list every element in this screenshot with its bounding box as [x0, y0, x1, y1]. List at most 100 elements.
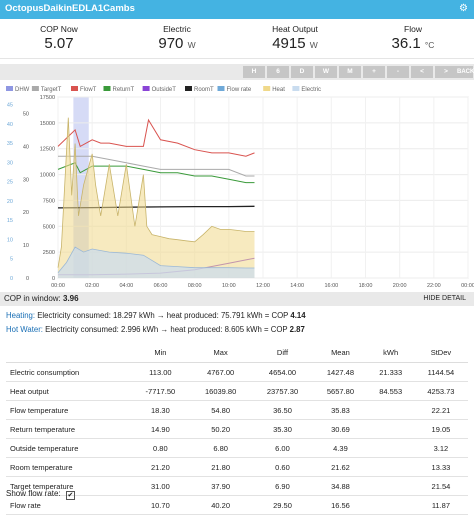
- y-tick-flow: 30: [7, 160, 13, 166]
- table-cell: 19.05: [413, 419, 468, 439]
- table-cell: 23757.30: [251, 381, 314, 401]
- table-row: Electric consumption 113.00 4767.00 4654.00…: [6, 362, 468, 382]
- table-row: Outside temperature 0.80 6.80 6.00 4.39 3.12: [6, 438, 468, 458]
- hide-detail-button[interactable]: HIDE DETAIL: [423, 295, 466, 302]
- series-heat-area[interactable]: [58, 117, 255, 278]
- table-cell: 21.80: [189, 457, 252, 477]
- table-cell: 22.21: [413, 400, 468, 420]
- legend-entry[interactable]: Heat: [272, 87, 285, 93]
- table-header: Diff: [251, 343, 314, 363]
- table-row-label: Outside temperature: [6, 438, 131, 458]
- nav-week-button[interactable]: W: [315, 66, 337, 78]
- table-cell: 16.56: [313, 495, 368, 515]
- x-tick: 14:00: [290, 283, 304, 289]
- y-tick-flow: 5: [10, 257, 13, 263]
- stat-value: 5.07: [44, 35, 74, 52]
- table-cell: 4767.00: [189, 362, 252, 382]
- stat-unit: °C: [424, 40, 435, 50]
- x-tick: 18:00: [359, 283, 373, 289]
- table-cell: 4.39: [313, 438, 368, 458]
- series-electric-line[interactable]: [57, 246, 255, 274]
- flow-rate-checkbox[interactable]: ✔: [65, 491, 75, 500]
- x-tick: 22:00: [427, 283, 441, 289]
- hotwater-title: Hot Water:: [6, 325, 43, 334]
- x-tick: 08:00: [188, 283, 202, 289]
- nav-day-button[interactable]: D: [291, 66, 313, 78]
- table-cell: [367, 457, 414, 477]
- table-row: Flow temperature 18.30 54.80 36.50 35.83 22.2…: [6, 400, 468, 420]
- nav-month-button[interactable]: M: [339, 66, 361, 78]
- y-tick-temp: 20: [23, 210, 29, 216]
- legend-swatch[interactable]: [263, 86, 271, 91]
- stat-value: 4915: [272, 35, 306, 52]
- pan-left-button[interactable]: <: [411, 66, 433, 78]
- stat-heat-output: Heat Output 4915 W: [236, 24, 354, 52]
- series-electric-area[interactable]: [58, 247, 255, 278]
- zoom-in-button[interactable]: +: [363, 66, 385, 78]
- table-header: [6, 343, 131, 363]
- legend-swatch[interactable]: [292, 86, 300, 91]
- legend-swatch[interactable]: [217, 86, 225, 91]
- y-tick-power: 17500: [40, 95, 55, 101]
- table-row: Room temperature 21.20 21.80 0.60 21.62 13.33: [6, 457, 468, 477]
- series-heat-line[interactable]: [57, 117, 255, 268]
- table-cell: 29.50: [251, 495, 314, 515]
- table-cell: 21.333: [367, 362, 414, 382]
- pan-right-button[interactable]: >: [435, 66, 457, 78]
- legend-entry[interactable]: ReturnT: [113, 87, 135, 93]
- app-title: OctopusDaikinEDLA1Cambs: [5, 3, 135, 14]
- legend-entry[interactable]: DHW: [15, 87, 30, 93]
- legend-entry[interactable]: Electric: [301, 87, 321, 93]
- table-cell: [367, 495, 414, 515]
- stat-label: Flow: [404, 24, 422, 34]
- legend-entry[interactable]: TargetT: [41, 87, 62, 93]
- legend-swatch[interactable]: [71, 86, 78, 91]
- x-tick: 04:00: [119, 283, 133, 289]
- table-cell: 3.12: [413, 438, 468, 458]
- table-row-label: Return temperature: [6, 419, 131, 439]
- table-cell: 5657.80: [313, 381, 368, 401]
- cop-window-label: COP in window:: [4, 294, 61, 303]
- table-cell: 40.20: [189, 495, 252, 515]
- legend-entry[interactable]: FlowT: [80, 87, 97, 93]
- nav-hour-button[interactable]: H: [243, 66, 265, 78]
- legend-entry[interactable]: RoomT: [194, 87, 214, 93]
- table-row: Heat output -7717.50 16039.80 23757.30 5657.…: [6, 381, 468, 401]
- legend-entry[interactable]: OutsideT: [152, 87, 177, 93]
- table-cell: 10.70: [131, 495, 190, 515]
- table-row-label: Electric consumption: [6, 362, 131, 382]
- table-cell: 6.00: [251, 438, 314, 458]
- stat-label: Heat Output: [272, 24, 318, 34]
- legend-entry[interactable]: Flow rate: [227, 87, 252, 93]
- hotwater-summary: Hot Water: Electricity consumed: 2.996 k…: [6, 325, 305, 334]
- table-header: Min: [131, 343, 190, 363]
- table-header: Mean: [313, 343, 368, 363]
- stats-panel: COP Now 5.07 Electric 970 W Heat Output …: [0, 21, 474, 59]
- nav-6h-button[interactable]: 6: [267, 66, 289, 78]
- legend-swatch[interactable]: [185, 86, 192, 91]
- table-cell: 16039.80: [189, 381, 252, 401]
- legend-swatch[interactable]: [142, 86, 150, 91]
- table-row: Return temperature 14.90 50.20 35.30 30.69 19…: [6, 419, 468, 439]
- series-flowt-line[interactable]: [57, 118, 255, 157]
- x-tick: 10:00: [222, 283, 236, 289]
- table-header: Max: [189, 343, 252, 363]
- back-button[interactable]: BACK: [457, 66, 474, 78]
- table-cell: 35.30: [251, 419, 314, 439]
- table-cell: 1427.48: [313, 362, 368, 382]
- series-returnt-line[interactable]: [57, 162, 255, 184]
- x-tick: 16:00: [324, 283, 338, 289]
- line-chart[interactable]: DHW TargetT FlowT ReturnT OutsideT RoomT Flow …: [0, 82, 474, 292]
- chart-area[interactable]: DHW TargetT FlowT ReturnT OutsideT RoomT Flow …: [0, 82, 474, 292]
- legend-swatch[interactable]: [6, 86, 13, 91]
- stat-flow: Flow 36.1 °C: [354, 24, 472, 52]
- table-row-label: Room temperature: [6, 457, 131, 477]
- y-tick-power: 10000: [40, 173, 55, 179]
- legend-swatch[interactable]: [31, 86, 39, 91]
- table-row: Target temperature 31.00 37.90 6.90 34.88 21.…: [6, 476, 468, 496]
- y-tick-temp: 40: [23, 144, 29, 150]
- zoom-out-button[interactable]: -: [387, 66, 409, 78]
- table-cell: [367, 419, 414, 439]
- legend-swatch[interactable]: [103, 86, 111, 91]
- gear-icon[interactable]: ⚙: [459, 3, 468, 14]
